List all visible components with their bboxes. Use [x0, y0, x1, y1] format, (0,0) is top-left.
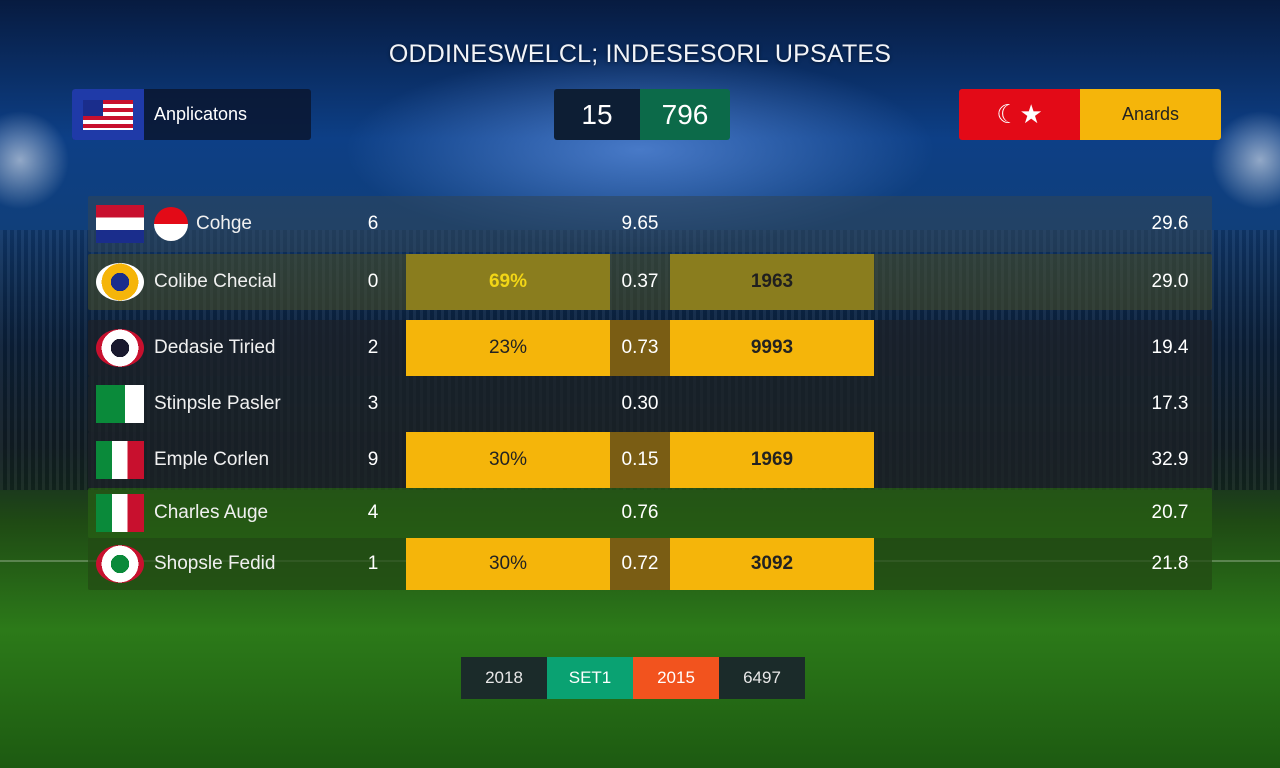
- scoreboard: 15 796: [554, 89, 730, 140]
- row-value: 20.7: [1151, 502, 1189, 523]
- footer-item-count[interactable]: 6497: [719, 657, 805, 699]
- percent-value: 23%: [406, 320, 610, 376]
- odds-value: 9.65: [621, 213, 659, 234]
- flag-icon-secondary: [154, 196, 188, 252]
- flag-icon: [96, 545, 144, 583]
- page-title: ODDINESWELCL; INDESESORL UPSATES: [388, 40, 892, 68]
- footer-item-year-alt[interactable]: 2015: [633, 657, 719, 699]
- flag-icon: [96, 329, 144, 367]
- row-number: 4: [367, 502, 379, 523]
- score-home: 15: [554, 89, 640, 140]
- row-value: 21.8: [1151, 553, 1189, 574]
- odds-value: 0.30: [621, 393, 659, 414]
- team-name: Stinpsle Pasler: [154, 393, 281, 414]
- flag-icon: [96, 441, 144, 479]
- us-flag-icon: [72, 89, 144, 140]
- row-number: 1: [367, 553, 379, 574]
- footer-item-set[interactable]: SET1: [547, 657, 633, 699]
- odds-value: 0.76: [621, 502, 659, 523]
- row-value: 29.0: [1151, 271, 1189, 292]
- team-name: Cohge: [196, 213, 252, 234]
- team-name: Emple Corlen: [154, 449, 270, 470]
- odds-value: 0.72: [610, 538, 670, 590]
- table-row[interactable]: Colibe Checial 0 69% 0.37 1963 29.0: [88, 254, 1212, 310]
- row-number: 0: [367, 271, 379, 292]
- team-name: Dedasie Tiried: [154, 337, 276, 358]
- team-name: Shopsle Fedid: [154, 553, 276, 574]
- odds-value: 0.37: [621, 271, 659, 292]
- table-row[interactable]: Shopsle Fedid 1 30% 0.72 3092 21.8: [88, 538, 1212, 590]
- team-name: Colibe Checial: [154, 271, 277, 292]
- team-name: Charles Auge: [154, 502, 269, 523]
- row-number: 3: [367, 393, 379, 414]
- footer-bar: 2018 SET1 2015 6497: [461, 657, 805, 699]
- turkey-flag-icon: ☾★: [959, 89, 1080, 140]
- odds-table: Cohge 6 9.65 29.6 Colibe Checial 0 69% 0…: [88, 196, 1212, 590]
- left-team-panel[interactable]: Anplicatons: [72, 89, 311, 140]
- table-row[interactable]: Dedasie Tiried 2 23% 0.73 9993 19.4: [88, 320, 1212, 376]
- table-row[interactable]: Charles Auge 4 0.76 20.7: [88, 488, 1212, 538]
- right-team-panel[interactable]: ☾★ Anards: [959, 89, 1221, 140]
- row-value: 32.9: [1151, 449, 1189, 470]
- flag-icon: [96, 263, 144, 301]
- row-number: 6: [367, 213, 379, 234]
- row-value: 19.4: [1151, 337, 1189, 358]
- percent-value: 69%: [406, 254, 610, 310]
- flag-icon: [96, 205, 144, 243]
- right-team-label: Anards: [1080, 89, 1221, 140]
- percent-value: 30%: [406, 432, 610, 488]
- left-team-label: Anplicatons: [154, 104, 248, 124]
- row-value: 29.6: [1151, 213, 1189, 234]
- row-value: 17.3: [1151, 393, 1189, 414]
- percent-value: 30%: [406, 538, 610, 590]
- odds-value: 0.73: [610, 320, 670, 376]
- count-value: 1969: [670, 432, 874, 488]
- table-row[interactable]: Stinpsle Pasler 3 0.30 17.3: [88, 376, 1212, 432]
- count-value: 9993: [670, 320, 874, 376]
- table-row[interactable]: Emple Corlen 9 30% 0.15 1969 32.9: [88, 432, 1212, 488]
- flag-icon: [96, 494, 144, 532]
- footer-item-year[interactable]: 2018: [461, 657, 547, 699]
- flag-icon: [96, 385, 144, 423]
- odds-value: 0.15: [610, 432, 670, 488]
- count-value: 3092: [670, 538, 874, 590]
- score-away: 796: [640, 89, 730, 140]
- count-value: 1963: [670, 254, 874, 310]
- table-row[interactable]: Cohge 6 9.65 29.6: [88, 196, 1212, 252]
- row-number: 9: [367, 449, 379, 470]
- row-number: 2: [367, 337, 379, 358]
